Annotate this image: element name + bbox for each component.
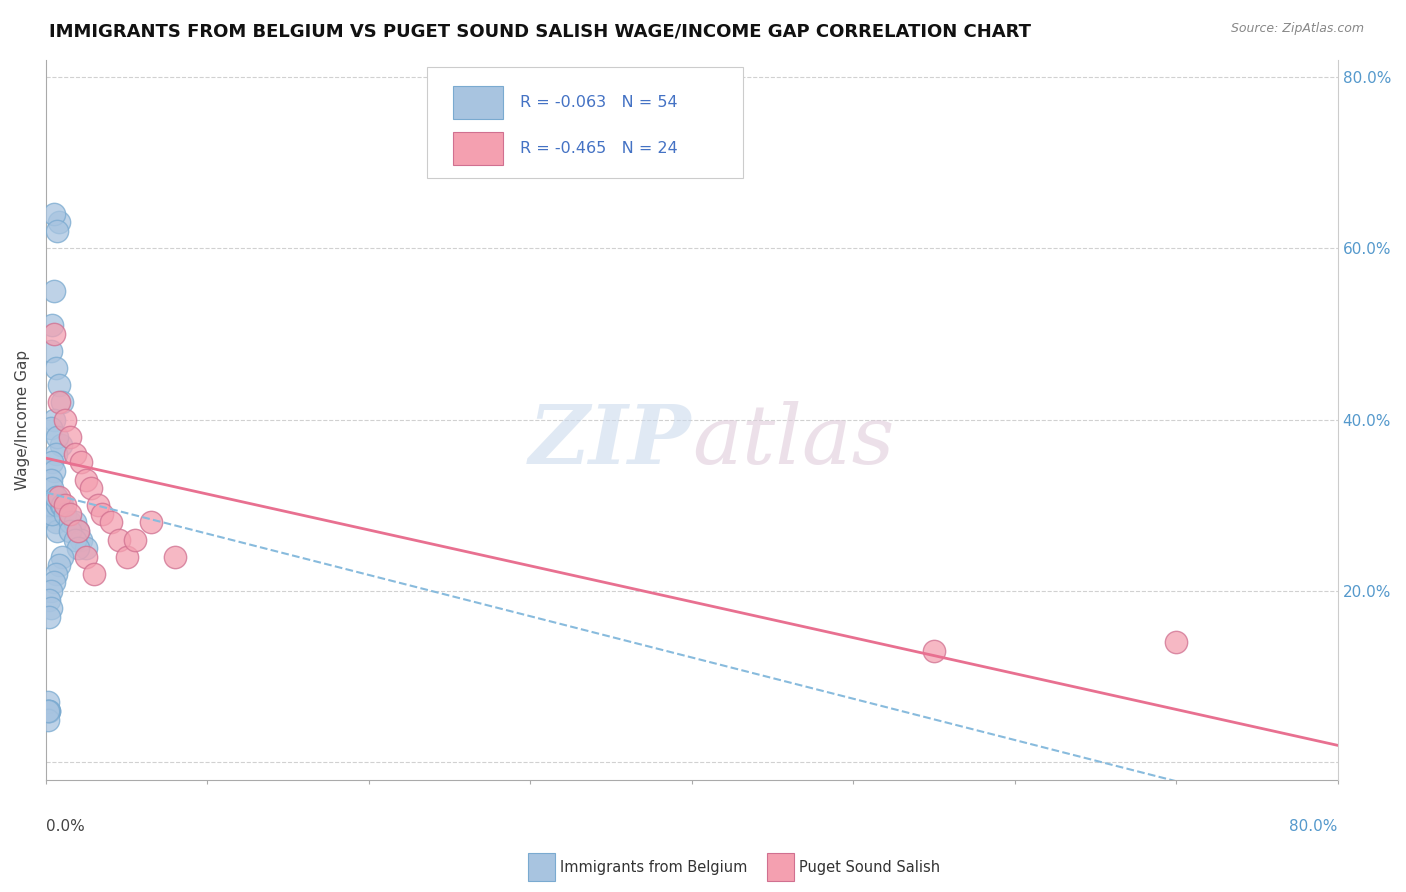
Point [39,421,62,435]
Point [63,516,86,530]
Point [59,430,82,444]
Point [59,516,82,530]
Point [37,704,59,718]
Point [39,584,62,599]
Point [48,558,70,573]
Point [37,704,59,718]
Point [51,499,73,513]
Point [139,516,162,530]
Point [46,430,69,444]
Point [39,473,62,487]
Point [70,455,93,469]
Point [41,507,63,521]
FancyBboxPatch shape [453,132,503,165]
Point [83,566,105,581]
Point [75,473,97,487]
Point [38,592,60,607]
Text: Source: ZipAtlas.com: Source: ZipAtlas.com [1230,22,1364,36]
Point [39,499,62,513]
Point [49,438,72,452]
Text: R = -0.465   N = 24: R = -0.465 N = 24 [520,141,678,156]
Point [59,524,82,538]
Point [115,549,138,564]
Point [53,499,76,513]
Text: atlas: atlas [692,401,894,481]
Point [42,412,65,426]
Point [59,507,82,521]
Point [46,499,69,513]
Point [45,490,67,504]
Point [46,499,69,513]
Point [165,549,187,564]
Point [63,533,86,547]
Text: Puget Sound Salish: Puget Sound Salish [799,860,939,874]
Point [51,395,73,409]
Point [42,575,65,590]
Point [37,713,59,727]
Point [53,412,76,426]
Point [41,455,63,469]
Y-axis label: Wage/Income Gap: Wage/Income Gap [15,350,30,490]
Text: R = -0.063   N = 54: R = -0.063 N = 54 [520,95,678,110]
Point [42,284,65,298]
Point [70,533,93,547]
Point [67,524,90,538]
Point [41,481,63,495]
Point [48,395,70,409]
Point [922,644,945,658]
Point [107,533,129,547]
Point [53,507,76,521]
Point [41,318,63,333]
Point [42,326,65,341]
Point [63,447,86,461]
Point [42,499,65,513]
Point [86,499,108,513]
Point [45,447,67,461]
Point [45,490,67,504]
Text: IMMIGRANTS FROM BELGIUM VS PUGET SOUND SALISH WAGE/INCOME GAP CORRELATION CHART: IMMIGRANTS FROM BELGIUM VS PUGET SOUND S… [49,22,1031,40]
Point [46,224,69,238]
Point [39,601,62,615]
FancyBboxPatch shape [427,67,744,178]
Point [48,378,70,392]
Text: 80.0%: 80.0% [1289,819,1337,834]
Point [100,516,122,530]
Point [45,361,67,376]
Point [41,507,63,521]
Point [91,507,114,521]
Point [67,524,90,538]
Point [42,207,65,221]
Text: Immigrants from Belgium: Immigrants from Belgium [560,860,747,874]
Point [38,704,60,718]
Point [49,499,72,513]
Point [42,464,65,478]
Point [48,215,70,229]
Point [38,704,60,718]
Text: 0.0%: 0.0% [46,819,84,834]
Point [46,524,69,538]
Point [80,481,103,495]
Point [37,696,59,710]
Point [38,609,60,624]
Point [1166,635,1188,649]
Point [48,507,70,521]
Text: ZIP: ZIP [529,401,692,481]
Point [75,549,97,564]
Point [67,541,90,556]
Point [51,549,73,564]
FancyBboxPatch shape [453,86,503,120]
Point [45,566,67,581]
Point [75,541,97,556]
Point [39,344,62,359]
Point [124,533,146,547]
Point [45,516,67,530]
Point [48,490,70,504]
